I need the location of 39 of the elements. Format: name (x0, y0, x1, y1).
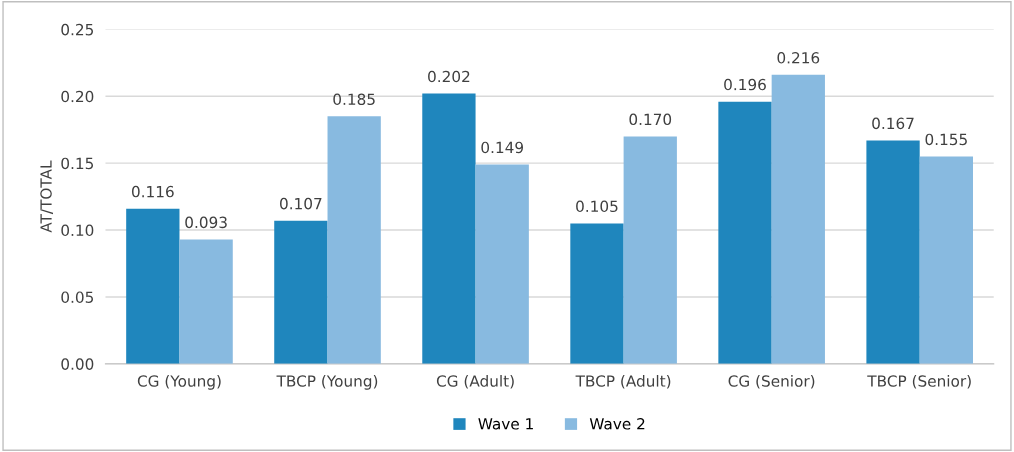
data-label: 0.216 (777, 52, 820, 64)
data-label: 0.185 (333, 93, 375, 106)
x-tick-label: CG (Adult) (436, 374, 514, 389)
bar (623, 136, 677, 364)
x-tick-label: TBCP (Senior) (867, 374, 971, 389)
data-label: 0.167 (872, 117, 914, 130)
y-tick-label: 0.15 (61, 157, 94, 170)
data-label: 0.105 (576, 200, 618, 213)
data-label: 0.149 (481, 141, 524, 154)
data-label: 0.170 (629, 113, 672, 126)
data-label: 0.202 (428, 70, 470, 83)
data-label: 0.107 (280, 197, 322, 210)
y-axis-title: AT/TOTAL (40, 160, 54, 233)
bar (422, 93, 476, 364)
bar (919, 156, 973, 364)
bar (475, 164, 529, 364)
x-tick-label: TBCP (Young) (276, 374, 378, 390)
data-label: 0.196 (724, 78, 766, 91)
data-label: 0.093 (185, 216, 227, 229)
y-tick-label: 0.20 (61, 90, 94, 103)
bar (179, 239, 233, 364)
bar (866, 140, 920, 364)
bar (771, 74, 825, 364)
x-tick-label: TBCP (Adult) (575, 374, 671, 389)
data-label: 0.116 (131, 185, 174, 198)
legend-label: Wave 2 (589, 418, 645, 430)
bar (570, 223, 624, 364)
bar (274, 220, 328, 364)
bar (327, 116, 381, 364)
y-tick-label: 0.05 (61, 291, 94, 303)
y-tick-label: 0.10 (61, 224, 94, 237)
bar (718, 101, 772, 364)
y-tick-label: 0.25 (61, 23, 94, 36)
data-label: 0.155 (925, 133, 967, 146)
legend-label: Wave 1 (478, 418, 533, 430)
bar (126, 208, 180, 364)
x-tick-label: CG (Young) (137, 374, 221, 390)
y-tick-label: 0.00 (61, 358, 94, 370)
x-tick-label: CG (Senior) (728, 374, 815, 389)
